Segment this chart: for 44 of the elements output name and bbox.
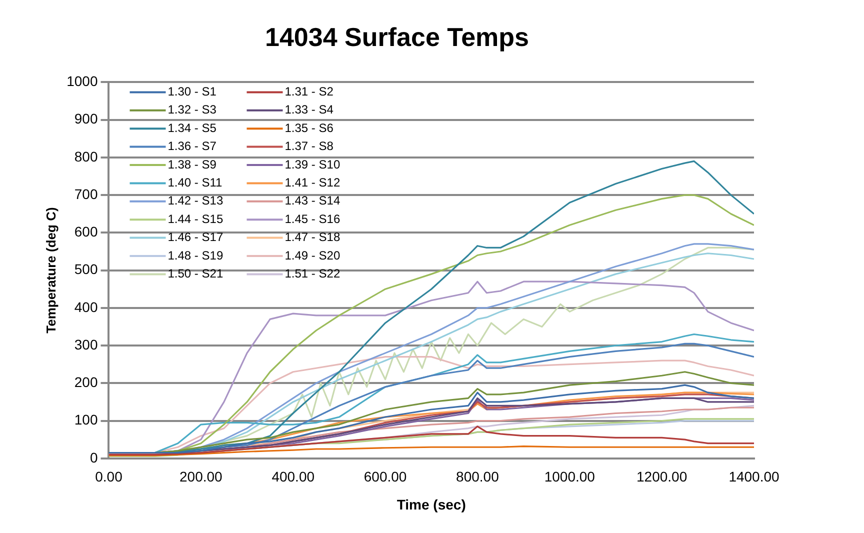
legend-label: 1.34 - S5 [168, 120, 217, 135]
y-tick-label: 500 [74, 261, 98, 278]
legend-label: 1.39 - S10 [284, 157, 340, 172]
x-tick-label: 0.00 [95, 468, 123, 485]
chart-title: 14034 Surface Temps [265, 22, 529, 52]
legend-label: 1.42 - S13 [168, 194, 224, 208]
x-tick-label: 800.00 [456, 468, 500, 485]
y-tick-label: 700 [74, 186, 98, 202]
y-tick-label: 600 [74, 224, 98, 240]
legend-label: 1.49 - S20 [284, 248, 340, 262]
legend-label: 1.50 - S21 [168, 266, 224, 281]
legend-label: 1.32 - S3 [168, 102, 217, 117]
x-axis-title: Time (sec) [396, 496, 466, 512]
x-tick-label: 1000.00 [544, 468, 596, 485]
y-tick-label: 800 [74, 148, 98, 164]
legend-label: 1.35 - S6 [284, 120, 334, 135]
legend-label: 1.45 - S16 [284, 212, 340, 226]
legend-label: 1.51 - S22 [284, 266, 340, 281]
x-tick-label: 400.00 [272, 468, 315, 485]
legend-label: 1.43 - S14 [284, 194, 340, 208]
legend-label: 1.47 - S18 [284, 230, 340, 244]
x-tick-label: 600.00 [364, 468, 407, 485]
legend-label: 1.33 - S4 [284, 102, 334, 117]
y-tick-label: 100 [74, 412, 98, 428]
legend-label: 1.40 - S11 [168, 176, 223, 190]
legend-label: 1.44 - S15 [168, 212, 224, 226]
y-tick-label: 1000 [66, 73, 98, 90]
y-tick-label: 300 [74, 336, 98, 352]
legend-label: 1.30 - S1 [168, 84, 217, 99]
legend-label: 1.48 - S19 [168, 248, 224, 262]
x-tick-label: 1200.00 [636, 468, 688, 485]
legend-label: 1.36 - S7 [168, 139, 217, 154]
legend-label: 1.31 - S2 [284, 84, 334, 99]
y-tick-label: 900 [74, 110, 98, 127]
x-tick-label: 1400.00 [728, 468, 780, 485]
legend-label: 1.46 - S17 [168, 230, 224, 244]
y-tick-label: 200 [74, 374, 98, 390]
y-axis-title: Temperature (deg C) [43, 207, 58, 334]
legend-label: 1.37 - S8 [284, 139, 334, 154]
legend-label: 1.41 - S12 [284, 176, 340, 190]
y-tick-label: 400 [74, 298, 98, 315]
y-tick-label: 0 [90, 449, 98, 466]
x-tick-label: 200.00 [180, 468, 223, 485]
legend-label: 1.38 - S9 [168, 157, 217, 172]
